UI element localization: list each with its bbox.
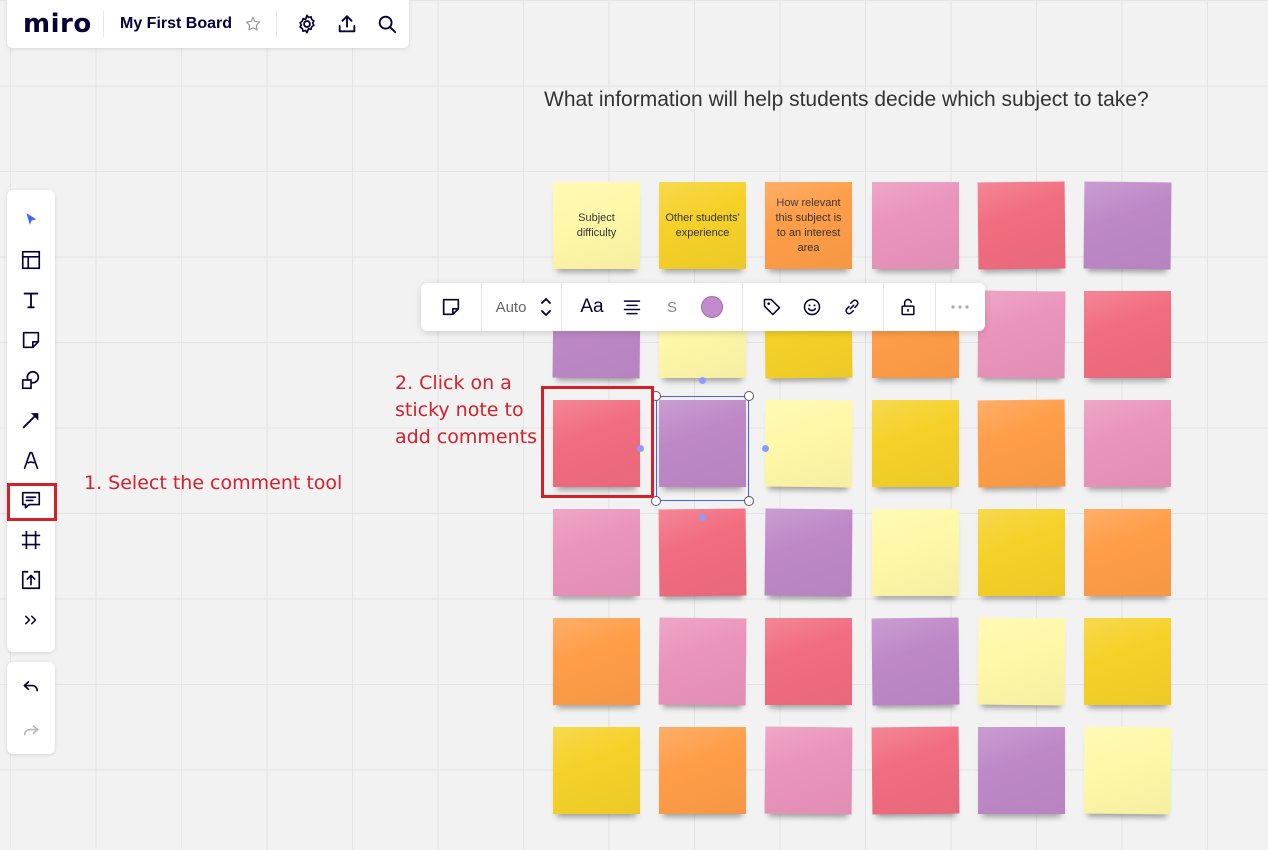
sticky-note[interactable] bbox=[978, 509, 1065, 596]
sticky-note[interactable]: Other students' experience bbox=[659, 182, 746, 269]
divider bbox=[935, 283, 936, 331]
sticky-note[interactable] bbox=[1083, 181, 1172, 270]
sticky-note[interactable] bbox=[1084, 509, 1171, 596]
sticky-note[interactable]: How relevant this subject is to an inter… bbox=[765, 182, 852, 269]
pen-icon[interactable] bbox=[11, 442, 51, 478]
sticky-note[interactable] bbox=[659, 727, 746, 814]
sticky-note[interactable] bbox=[1084, 400, 1171, 487]
search-icon[interactable] bbox=[367, 4, 407, 44]
divider bbox=[481, 283, 482, 331]
sticky-note[interactable] bbox=[977, 181, 1066, 270]
board-title[interactable]: My First Board bbox=[120, 15, 233, 32]
arrow-icon[interactable] bbox=[11, 402, 51, 438]
sticky-note-text: Other students' experience bbox=[665, 211, 740, 239]
note-shape-icon[interactable] bbox=[431, 287, 471, 327]
resize-handle[interactable] bbox=[744, 496, 754, 506]
annotation-step-2: 2. Click on a sticky note to add comment… bbox=[395, 370, 537, 451]
undo-icon[interactable] bbox=[11, 668, 51, 704]
font-style-label: Aa bbox=[580, 296, 604, 317]
sticky-note[interactable] bbox=[659, 400, 746, 487]
share-upload-icon[interactable] bbox=[327, 4, 367, 44]
sticky-note[interactable] bbox=[977, 399, 1066, 488]
align-center-icon[interactable] bbox=[613, 287, 651, 327]
sticky-note[interactable] bbox=[871, 726, 960, 815]
annotation-step-2-line: sticky note to bbox=[395, 399, 524, 421]
tag-icon[interactable] bbox=[753, 287, 791, 327]
more-options-icon[interactable] bbox=[941, 287, 979, 327]
lock-icon[interactable] bbox=[889, 287, 927, 327]
sticky-note[interactable] bbox=[553, 727, 640, 814]
font-size-select[interactable]: Auto bbox=[489, 287, 533, 327]
undo-redo-bar bbox=[7, 662, 55, 754]
upload-icon[interactable] bbox=[11, 562, 51, 598]
sticky-note[interactable] bbox=[872, 400, 959, 487]
shapes-icon[interactable] bbox=[11, 362, 51, 398]
sticky-note-icon[interactable] bbox=[11, 322, 51, 358]
divider bbox=[561, 283, 562, 331]
select-icon[interactable] bbox=[11, 202, 51, 238]
comment-tool-highlight bbox=[7, 483, 57, 521]
sticky-note-text: How relevant this subject is to an inter… bbox=[775, 196, 842, 254]
sticky-note[interactable] bbox=[658, 617, 747, 706]
comment-icon[interactable] bbox=[11, 482, 51, 518]
strikethrough-button[interactable]: S bbox=[653, 287, 691, 327]
sticky-note[interactable] bbox=[872, 182, 959, 269]
sticky-note[interactable] bbox=[658, 508, 747, 597]
color-swatch bbox=[701, 296, 723, 318]
more-tools-icon[interactable] bbox=[11, 602, 51, 638]
top-bar: miro My First Board bbox=[7, 0, 409, 48]
sticky-note[interactable] bbox=[764, 726, 853, 815]
sticky-note-text: Subject difficulty bbox=[576, 211, 617, 239]
sticky-note[interactable] bbox=[553, 618, 640, 705]
board-question-text[interactable]: What information will help students deci… bbox=[544, 88, 1149, 111]
sticky-note[interactable] bbox=[764, 399, 853, 488]
connector-dot[interactable] bbox=[762, 445, 769, 452]
sticky-note[interactable] bbox=[1084, 291, 1171, 378]
annotation-step-2-line: 2. Click on a bbox=[395, 372, 512, 394]
sticky-note[interactable]: Subject difficulty bbox=[553, 182, 640, 269]
redo-icon[interactable] bbox=[11, 712, 51, 748]
left-toolbar bbox=[7, 190, 55, 652]
sticky-note[interactable] bbox=[872, 509, 959, 596]
divider bbox=[276, 11, 278, 37]
target-note-highlight bbox=[541, 386, 654, 498]
miro-logo[interactable]: miro bbox=[23, 9, 92, 39]
connector-dot[interactable] bbox=[699, 514, 706, 521]
selection-frame bbox=[656, 396, 749, 501]
emoji-icon[interactable] bbox=[793, 287, 831, 327]
connector-dot[interactable] bbox=[637, 445, 644, 452]
annotation-step-2-line: add comments bbox=[395, 426, 537, 448]
font-size-stepper[interactable] bbox=[537, 287, 555, 327]
color-picker-button[interactable] bbox=[693, 287, 731, 327]
templates-icon[interactable] bbox=[11, 242, 51, 278]
connector-dot[interactable] bbox=[699, 377, 706, 384]
sticky-context-toolbar: Auto Aa S bbox=[421, 283, 985, 331]
sticky-note[interactable] bbox=[871, 617, 960, 706]
sticky-note[interactable] bbox=[1083, 726, 1172, 815]
resize-handle[interactable] bbox=[744, 391, 754, 401]
sticky-note[interactable] bbox=[765, 618, 852, 705]
settings-icon[interactable] bbox=[287, 4, 327, 44]
strikethrough-label: S bbox=[666, 298, 677, 316]
annotation-step-1: 1. Select the comment tool bbox=[84, 472, 343, 494]
star-icon[interactable] bbox=[244, 15, 262, 33]
sticky-note[interactable] bbox=[553, 509, 640, 596]
font-style-button[interactable]: Aa bbox=[573, 287, 611, 327]
sticky-note[interactable] bbox=[978, 727, 1065, 814]
sticky-note[interactable] bbox=[977, 617, 1066, 706]
resize-handle[interactable] bbox=[651, 496, 661, 506]
sticky-note[interactable] bbox=[764, 508, 853, 597]
divider bbox=[883, 283, 884, 331]
sticky-note[interactable] bbox=[1084, 618, 1171, 705]
sticky-note[interactable] bbox=[977, 290, 1066, 379]
sticky-note[interactable] bbox=[553, 400, 640, 487]
divider bbox=[103, 11, 104, 37]
link-icon[interactable] bbox=[833, 287, 871, 327]
text-icon[interactable] bbox=[11, 282, 51, 318]
divider bbox=[742, 283, 743, 331]
font-size-value: Auto bbox=[495, 298, 527, 316]
frame-icon[interactable] bbox=[11, 522, 51, 558]
